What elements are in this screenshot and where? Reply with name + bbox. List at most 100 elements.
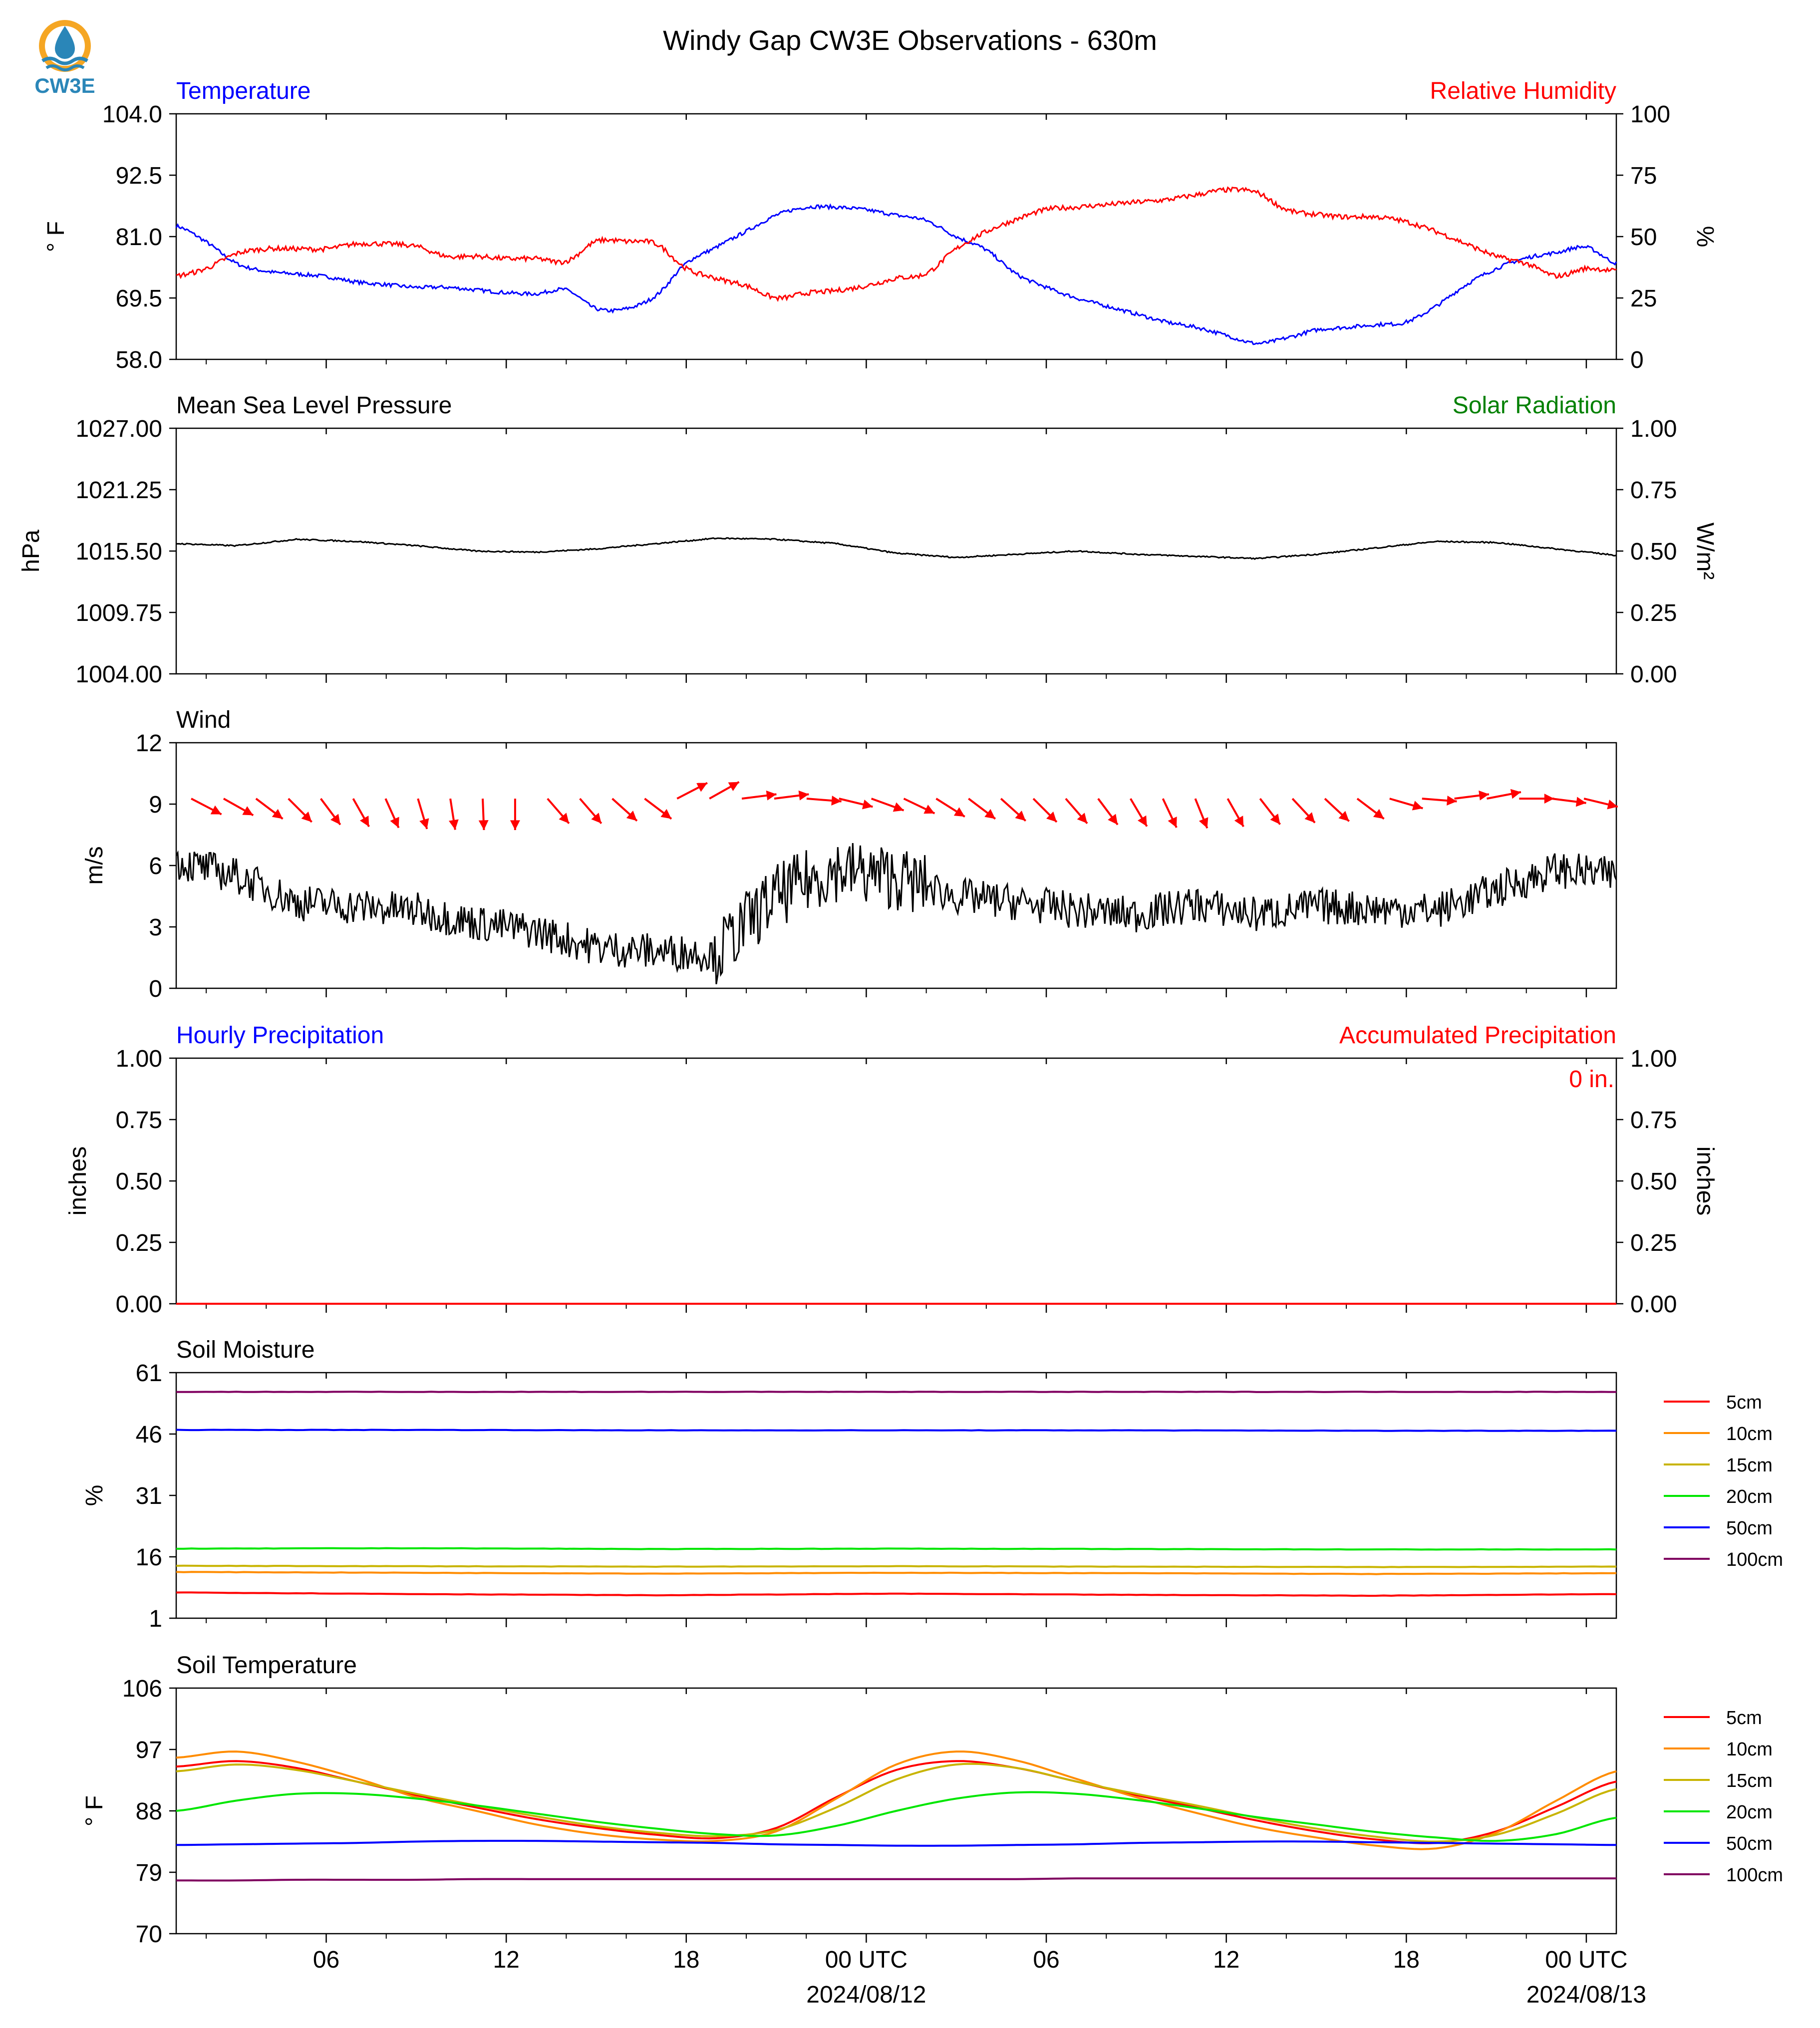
wind-arrow-head (1046, 811, 1057, 822)
y-tick-label-precip: 1.00 (116, 1046, 162, 1072)
panel-title-soil_moisture: Soil Moisture (176, 1337, 314, 1363)
logo-text: CW3E (34, 74, 95, 97)
x-tick-label: 00 UTC (1545, 1947, 1627, 1973)
wind-arrow-head (1304, 812, 1315, 823)
legend-label-soil_temp: 10cm (1726, 1739, 1773, 1760)
legend-label-soil_moisture: 20cm (1726, 1486, 1773, 1507)
series-line-soil_moisture-5cm (176, 1591, 1617, 1597)
y-tick-label-wind: 3 (149, 914, 162, 941)
y2-tick-label-precip: 1.00 (1630, 1046, 1677, 1072)
wind-arrow-head (419, 818, 429, 829)
y-tick-label-precip: 0.00 (116, 1291, 162, 1318)
wind-arrow-head (1510, 789, 1521, 799)
y-axis-label-soil_temp: ° F (81, 1795, 108, 1826)
y-tick-label-pressure: 1021.25 (75, 477, 162, 504)
wind-arrow-head (1108, 814, 1118, 825)
plot-frame-wind (175, 742, 1617, 989)
accumulated-precip-value: 0 in. (1569, 1066, 1614, 1093)
series-line-soil_temp-100cm (176, 1877, 1616, 1882)
y2-tick-label-precip: 0.25 (1630, 1230, 1677, 1256)
y-axis-label-temp: ° F (43, 221, 69, 252)
plot-frame-pressure (175, 427, 1617, 675)
y2-axis-label-temp: % (1692, 226, 1718, 248)
x-tick-label: 00 UTC (825, 1947, 908, 1973)
series-line-soil_temp-50cm (176, 1840, 1617, 1847)
wind-arrow-head (626, 811, 637, 821)
y-tick-label-pressure: 1009.75 (75, 600, 162, 626)
wind-arrow-head (660, 809, 672, 819)
legend-label-soil_moisture: 15cm (1726, 1455, 1773, 1476)
y-tick-label-wind: 6 (149, 853, 162, 879)
y2-tick-label-temp: 100 (1630, 101, 1670, 128)
y-tick-label-soil_temp: 97 (136, 1737, 162, 1763)
wind-arrow-head (1015, 811, 1026, 821)
wind-arrow-head (1270, 814, 1280, 825)
x-tick-date-label: 2024/08/12 (806, 1982, 926, 2008)
y-tick-label-temp: 58.0 (116, 347, 162, 373)
y-tick-label-precip: 0.25 (116, 1230, 162, 1256)
wind-arrow-head (301, 811, 312, 822)
y-tick-label-precip: 0.75 (116, 1107, 162, 1134)
legend-label-soil_temp: 15cm (1726, 1770, 1773, 1791)
wind-arrow-head (591, 813, 602, 824)
y-tick-label-soil_temp: 70 (136, 1921, 162, 1948)
panel-title-pressure: Mean Sea Level Pressure (176, 392, 452, 419)
series-line-soil_temp-15cm (176, 1762, 1617, 1843)
y2-tick-label-temp: 50 (1630, 224, 1657, 251)
y2-tick-label-pressure: 0.50 (1630, 539, 1677, 565)
legend-label-soil_temp: 5cm (1726, 1708, 1762, 1729)
y-tick-label-soil_moisture: 16 (136, 1544, 162, 1571)
y-tick-label-temp: 92.5 (116, 163, 162, 189)
series-line-temp-temperature (175, 203, 1617, 345)
y-tick-label-temp: 69.5 (116, 286, 162, 312)
series-line-soil_moisture-10cm (176, 1571, 1617, 1575)
plot-frame-precip (175, 1057, 1617, 1305)
y2-tick-label-temp: 0 (1630, 347, 1644, 373)
y2-axis-label-pressure: W/m² (1692, 523, 1718, 580)
y-tick-label-soil_temp: 106 (122, 1676, 162, 1702)
series-line-soil_moisture-50cm (176, 1429, 1617, 1432)
y-tick-label-soil_moisture: 61 (136, 1360, 162, 1387)
wind-arrow-head (1338, 811, 1349, 822)
series-line-soil_temp-10cm (176, 1750, 1617, 1850)
legend-label-soil_moisture: 10cm (1726, 1424, 1773, 1445)
y-tick-label-pressure: 1004.00 (75, 661, 162, 688)
wind-arrow-head (1412, 801, 1423, 811)
plot-frame-temp (175, 113, 1617, 360)
y-axis-label-pressure: hPa (18, 530, 44, 573)
wind-arrow-head (798, 790, 809, 801)
chart-title: Windy Gap CW3E Observations - 630m (663, 24, 1157, 56)
wind-arrow-head (330, 814, 340, 825)
legend-label-soil_moisture: 50cm (1726, 1518, 1773, 1539)
wind-arrow-head (1575, 797, 1586, 807)
wind-arrow-head (862, 800, 873, 810)
y-tick-label-precip: 0.50 (116, 1168, 162, 1195)
series-line-soil_temp-5cm (176, 1760, 1617, 1844)
y-tick-label-pressure: 1015.50 (75, 539, 162, 565)
wind-arrow-head (1234, 816, 1244, 827)
panel-right-title-precip: Accumulated Precipitation (1339, 1022, 1616, 1049)
legend-label-soil_temp: 20cm (1726, 1802, 1773, 1823)
y-axis-label-soil_moisture: % (81, 1485, 108, 1506)
y-tick-label-soil_moisture: 46 (136, 1422, 162, 1448)
y-tick-label-soil_temp: 88 (136, 1798, 162, 1825)
wind-arrow-head (728, 782, 739, 791)
wind-arrow-head (1479, 790, 1489, 801)
y2-tick-label-pressure: 0.25 (1630, 600, 1677, 626)
y-axis-label-wind: m/s (81, 846, 108, 884)
x-tick-date-label: 2024/08/13 (1526, 1982, 1646, 2008)
wind-arrow-head (1373, 809, 1384, 819)
y-tick-label-wind: 12 (136, 730, 162, 757)
y-tick-label-pressure: 1027.00 (75, 416, 162, 442)
wind-arrow-head (510, 820, 520, 830)
series-line-soil_moisture-15cm (176, 1564, 1617, 1568)
y2-tick-label-temp: 25 (1630, 286, 1657, 312)
y-tick-label-soil_temp: 79 (136, 1860, 162, 1886)
wind-arrow-head (1138, 815, 1147, 827)
wind-arrow-head (1544, 794, 1554, 804)
wind-arrow-head (390, 817, 399, 828)
series-line-pressure-mean-sea-level-pressure (176, 537, 1617, 560)
y-tick-label-soil_moisture: 31 (136, 1483, 162, 1509)
x-tick-label: 06 (1033, 1947, 1059, 1973)
